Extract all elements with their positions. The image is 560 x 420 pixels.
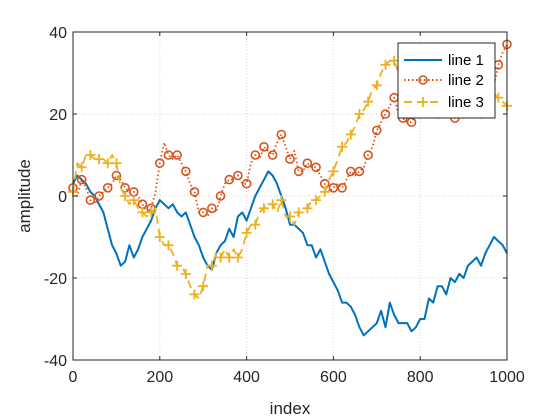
x-tick-label: 400 xyxy=(233,369,260,386)
series-3-point xyxy=(319,186,330,197)
series-2-point xyxy=(111,170,122,181)
legend-box xyxy=(397,42,496,119)
series-3-point xyxy=(120,191,131,201)
series-3-point xyxy=(328,166,339,177)
series-2-point xyxy=(85,195,96,205)
series-3-point xyxy=(363,96,374,107)
x-tick-label: 200 xyxy=(146,369,173,386)
series-3-point xyxy=(293,207,304,218)
series-2-point xyxy=(311,162,321,173)
series-3-point xyxy=(337,141,348,152)
y-tick-label: 0 xyxy=(58,189,67,206)
series-3-point xyxy=(180,268,191,279)
series-3-point xyxy=(345,129,356,140)
series-layer xyxy=(68,39,512,337)
series-2-point xyxy=(207,203,217,214)
series-3-point xyxy=(224,252,235,263)
series-3-point xyxy=(232,252,243,263)
series-2-point xyxy=(172,150,182,160)
series-3 xyxy=(68,55,512,300)
series-3-point xyxy=(215,252,226,263)
series-3-point xyxy=(85,150,96,160)
legend-line-2-marker xyxy=(418,75,428,85)
legend-line-3-marker xyxy=(418,97,428,107)
series-2-point xyxy=(241,178,252,189)
series-3-point xyxy=(137,207,148,218)
series-2-point xyxy=(302,158,313,168)
series-3-point xyxy=(76,162,87,173)
series-2-point xyxy=(380,109,391,119)
series-3-point xyxy=(146,207,157,218)
series-3-point xyxy=(102,158,113,169)
y-tick-label: 20 xyxy=(49,107,67,124)
series-3-point xyxy=(389,55,400,66)
legend-label-line-2: line 2 xyxy=(448,72,484,89)
series-3-point xyxy=(241,227,252,238)
series-2-point xyxy=(224,174,235,185)
series-1 xyxy=(72,170,508,337)
series-2-point xyxy=(94,191,104,201)
series-2-point xyxy=(337,183,347,193)
series-3-point xyxy=(250,219,261,230)
series-3-point xyxy=(311,195,322,206)
series-2-point xyxy=(363,150,373,160)
series-2-point xyxy=(189,187,200,197)
x-tick-label: 1000 xyxy=(489,369,525,386)
series-3-point xyxy=(189,289,200,300)
series-3-point xyxy=(371,80,382,91)
series-3-point xyxy=(172,260,183,271)
series-3-point xyxy=(154,232,165,242)
series-3-point xyxy=(354,109,365,119)
series-3-point xyxy=(267,199,278,210)
series-2-point xyxy=(181,166,191,177)
series-3-point xyxy=(380,59,391,70)
series-2-point xyxy=(354,166,365,177)
series-line-1 xyxy=(72,170,508,337)
series-2-point xyxy=(267,150,278,160)
series-3-point xyxy=(198,281,209,292)
series-2-point xyxy=(155,158,165,168)
series-3-point xyxy=(285,211,295,222)
x-tick-label: 0 xyxy=(69,369,78,386)
series-3-point xyxy=(94,154,105,165)
series-2-point xyxy=(293,166,304,177)
legend-label-line-1: line 1 xyxy=(448,52,484,69)
legend: line 1 line 2 line 3 xyxy=(397,42,496,119)
y-tick-label: -20 xyxy=(44,271,67,288)
x-axis-label: index xyxy=(270,399,311,418)
y-tick-label: 40 xyxy=(49,25,67,42)
series-2-point xyxy=(259,142,269,152)
x-tick-label: 800 xyxy=(407,369,434,386)
legend-label-line-3: line 3 xyxy=(448,94,484,111)
series-2-point xyxy=(102,183,113,193)
series-2-point xyxy=(198,207,208,218)
x-tick-label: 600 xyxy=(320,369,347,386)
series-2-point xyxy=(215,191,226,201)
series-3-point xyxy=(111,158,122,169)
series-2-point xyxy=(233,170,243,181)
y-tick-label: -40 xyxy=(44,353,67,370)
series-2-point xyxy=(371,125,382,136)
series-2-point xyxy=(285,154,295,164)
series-3-point xyxy=(258,203,269,214)
series-2-point xyxy=(250,150,261,160)
series-3-point xyxy=(163,240,174,251)
series-2-point xyxy=(76,174,87,185)
series-3-point xyxy=(302,203,313,214)
series-2-point xyxy=(276,129,287,140)
series-3-point xyxy=(128,195,139,206)
axis-ticks: 0 200 400 600 800 1000 -40 -20 0 20 40 xyxy=(44,25,525,386)
series-3-point xyxy=(276,195,287,206)
series-3-point xyxy=(206,260,217,271)
y-axis-label: amplitude xyxy=(15,159,34,233)
